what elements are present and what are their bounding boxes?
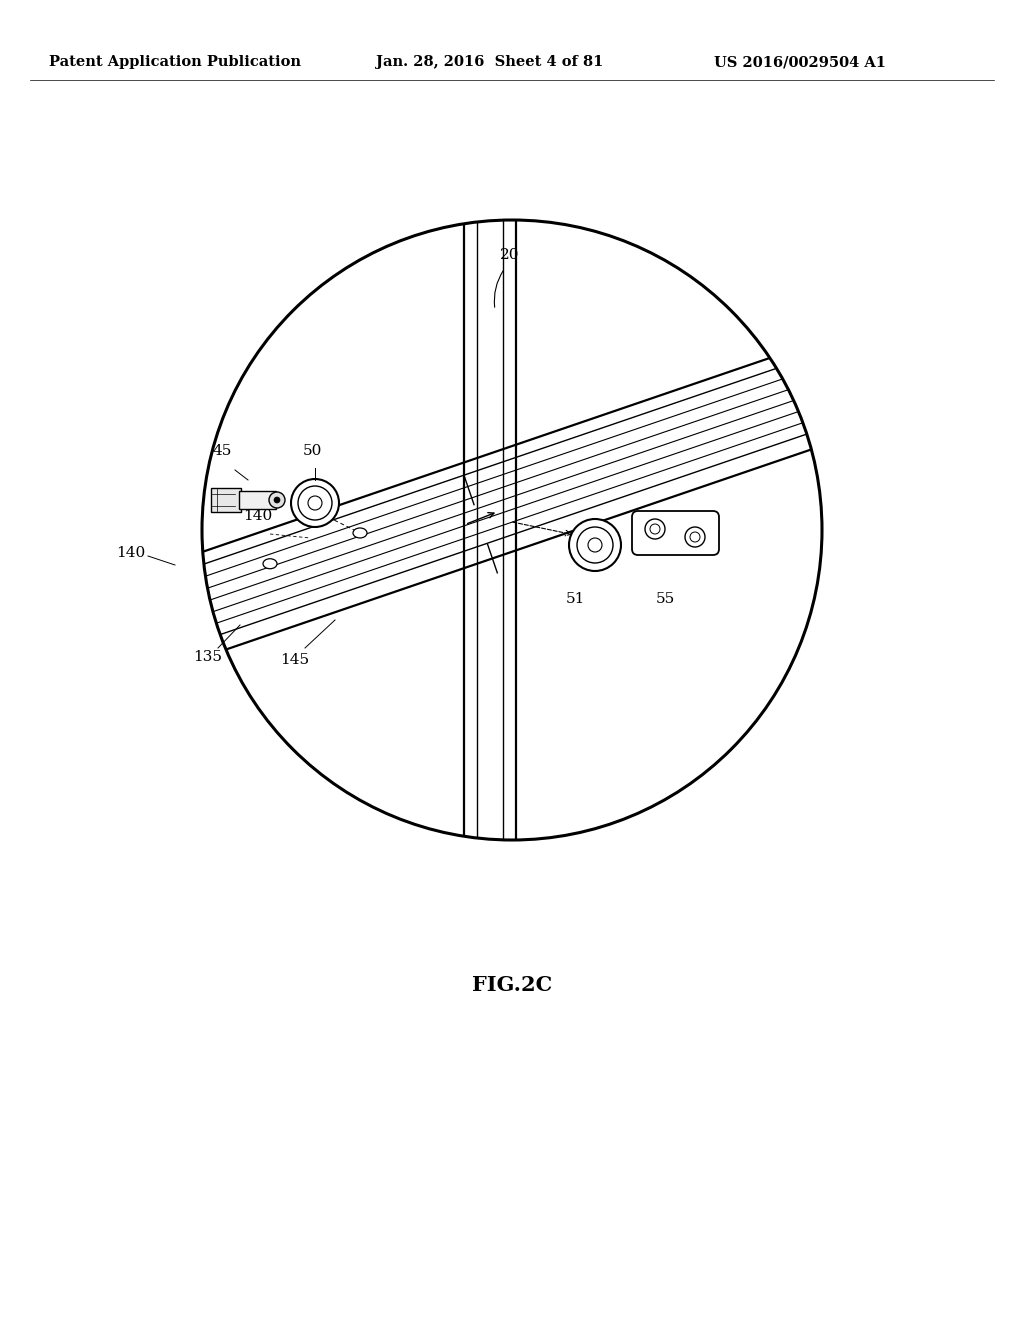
FancyBboxPatch shape [239, 491, 276, 510]
Circle shape [298, 486, 332, 520]
Circle shape [690, 532, 700, 543]
Text: 145: 145 [281, 653, 309, 667]
Text: 45: 45 [212, 444, 231, 458]
Circle shape [274, 498, 280, 503]
Circle shape [569, 519, 621, 572]
Circle shape [577, 527, 613, 564]
Ellipse shape [263, 558, 278, 569]
Circle shape [645, 519, 665, 539]
Circle shape [588, 539, 602, 552]
Text: 140: 140 [244, 510, 272, 523]
Text: 50: 50 [302, 444, 322, 458]
Circle shape [685, 527, 705, 546]
Circle shape [269, 492, 285, 508]
Text: Patent Application Publication: Patent Application Publication [49, 55, 301, 69]
Text: 51: 51 [565, 591, 585, 606]
Circle shape [308, 496, 322, 510]
Text: US 2016/0029504 A1: US 2016/0029504 A1 [714, 55, 886, 69]
Ellipse shape [353, 528, 367, 539]
Text: FIG.2C: FIG.2C [472, 975, 552, 995]
Text: Jan. 28, 2016  Sheet 4 of 81: Jan. 28, 2016 Sheet 4 of 81 [376, 55, 604, 69]
FancyBboxPatch shape [632, 511, 719, 554]
Text: 55: 55 [655, 591, 675, 606]
Text: 135: 135 [194, 649, 222, 664]
Text: 20: 20 [500, 248, 519, 261]
Circle shape [291, 479, 339, 527]
Text: 140: 140 [116, 546, 145, 560]
FancyBboxPatch shape [211, 488, 241, 512]
Circle shape [650, 524, 660, 535]
